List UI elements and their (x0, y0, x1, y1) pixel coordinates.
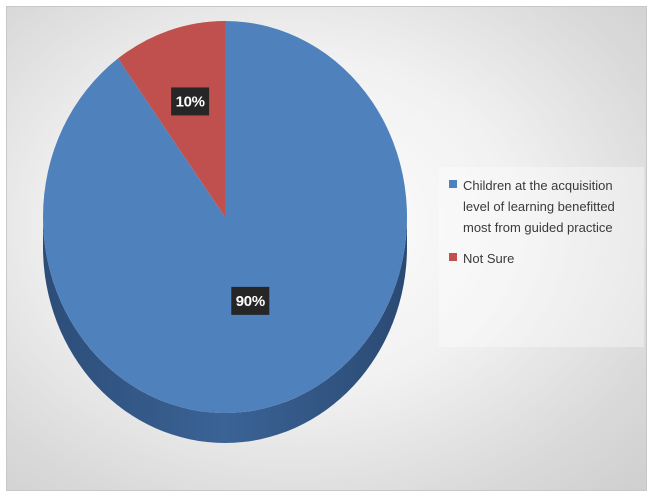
data-label-not-sure-text: 10% (176, 93, 205, 110)
data-label-children-bg (231, 286, 270, 315)
legend-label-not-sure: Not Sure (463, 251, 515, 266)
legend-label-children: Children at the acquisition level of lea… (463, 178, 615, 235)
legend-swatch-not-sure (449, 253, 457, 261)
chart-area: 90% 10% Children at the acquisition level… (6, 6, 647, 491)
data-label-children: 90% (231, 286, 270, 315)
pie-chart: 90% 10% (42, 21, 408, 443)
legend: Children at the acquisition level of lea… (439, 167, 644, 347)
data-label-not-sure: 10% (171, 87, 210, 116)
pie-slice-not-sure (118, 21, 225, 217)
legend-item-children: Children at the acquisition level of lea… (449, 175, 638, 238)
legend-item-not-sure: Not Sure (449, 248, 638, 269)
legend-swatch-children (449, 180, 457, 188)
data-label-not-sure-bg (171, 87, 210, 116)
data-label-children-text: 90% (236, 293, 265, 310)
